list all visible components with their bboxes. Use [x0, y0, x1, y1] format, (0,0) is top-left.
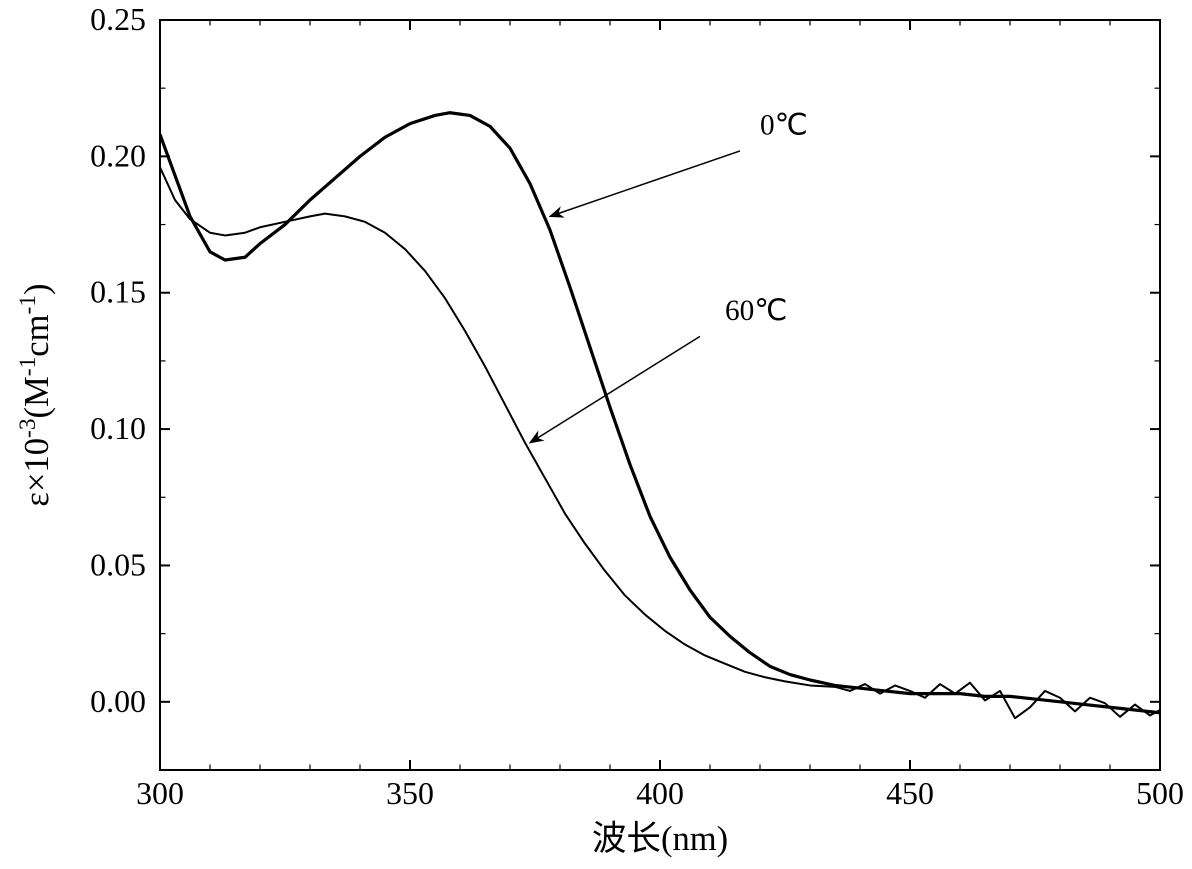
svg-text:350: 350	[386, 776, 434, 811]
svg-text:ε×10-3(M-1cm-1): ε×10-3(M-1cm-1)	[15, 283, 56, 506]
svg-text:500: 500	[1136, 776, 1184, 811]
svg-text:400: 400	[636, 776, 684, 811]
svg-text:300: 300	[136, 776, 184, 811]
annotation-label-0: 0℃	[760, 110, 807, 142]
svg-text:0.25: 0.25	[90, 2, 146, 37]
svg-text:450: 450	[886, 776, 934, 811]
svg-text:0.15: 0.15	[90, 275, 146, 310]
spectrum-chart: 300 350 400 450 500 0.00 0.05 0.10 0.15 0.20 0.25 波…	[0, 0, 1192, 869]
annotation-label-1: 60℃	[725, 295, 787, 327]
svg-text:0.20: 0.20	[90, 138, 146, 173]
chart-svg: 300 350 400 450 500 0.00 0.05 0.10 0.15 0.20 0.25 波…	[0, 0, 1192, 869]
svg-text:波长(nm): 波长(nm)	[592, 820, 728, 858]
svg-text:0.05: 0.05	[90, 547, 146, 582]
svg-text:0.00: 0.00	[90, 684, 146, 719]
svg-text:0.10: 0.10	[90, 411, 146, 446]
